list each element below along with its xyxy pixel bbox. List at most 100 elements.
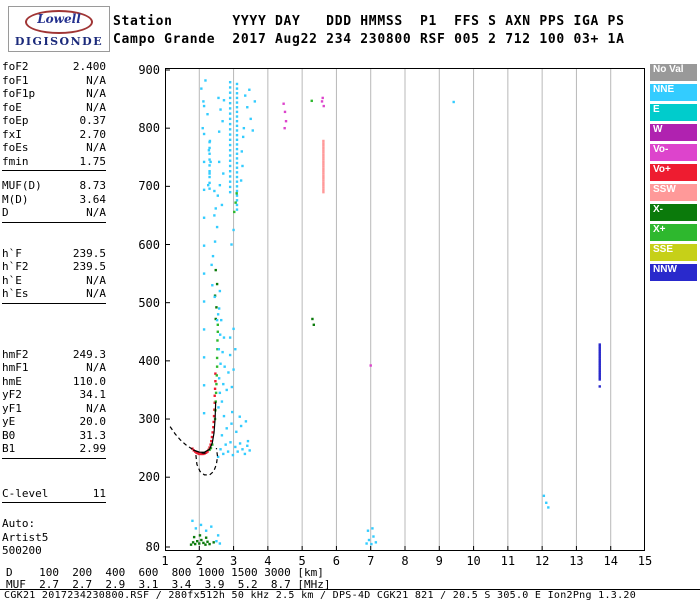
echo-dot xyxy=(224,443,227,446)
echo-dot xyxy=(231,453,235,457)
y-tick-label: 700 xyxy=(138,179,160,194)
echo-dot xyxy=(208,542,211,546)
echo-dot xyxy=(235,192,238,195)
echo-column-dot xyxy=(235,143,239,146)
echo-column-dot xyxy=(235,82,239,86)
param-yf2: yF2 34.1 xyxy=(2,388,106,402)
param-value: 11 xyxy=(92,486,106,500)
legend-item-e: E xyxy=(650,104,697,121)
echo-column-dot xyxy=(228,185,232,189)
echo-dot xyxy=(208,446,211,449)
echo-column-dot xyxy=(228,138,232,142)
y-tick-label: 800 xyxy=(138,121,160,136)
echo-column-dot xyxy=(598,376,601,379)
echo-dot xyxy=(234,445,237,449)
echo-dot xyxy=(312,323,315,326)
param-group-3: hmF2 249.3 hmF1 N/A hmE 110.0 yF2 34.1 yF1 N/A yE 2… xyxy=(2,348,106,459)
echo-column-dot xyxy=(228,128,232,131)
echo-dot xyxy=(207,149,211,152)
echo-column-dot xyxy=(228,149,232,152)
echo-column-dot xyxy=(235,171,239,174)
echo-dot xyxy=(218,391,222,395)
echo-dot xyxy=(225,388,228,392)
param-fof1p: foF1p N/A xyxy=(2,87,106,101)
param-divider xyxy=(2,221,106,223)
echo-dot xyxy=(218,289,222,293)
param-label: C-level xyxy=(2,486,49,500)
echo-dot xyxy=(219,362,222,365)
param-label: D xyxy=(2,206,9,219)
param-c-level: C-level 11 xyxy=(2,487,106,501)
echo-dot xyxy=(253,100,257,103)
direction-legend: No Val NNE E W Vo- Vo+ SSW X- X+ SSE NNW xyxy=(650,64,697,284)
echo-column-dot xyxy=(228,133,232,136)
echo-dot xyxy=(210,263,213,267)
echo-dot xyxy=(213,295,216,299)
echo-dot xyxy=(228,336,232,339)
echo-dot xyxy=(246,439,250,443)
echo-dot xyxy=(216,323,219,326)
echo-column-dot xyxy=(598,345,601,348)
echo-dot xyxy=(211,254,215,258)
echo-dot xyxy=(201,126,204,130)
legend-item-nnw: NNW xyxy=(650,264,697,281)
echo-column-dot xyxy=(598,367,601,371)
echo-dot xyxy=(311,317,314,321)
echo-dot xyxy=(238,415,241,418)
x-tick-label: 11 xyxy=(500,554,516,568)
param-foep: foEp 0.37 xyxy=(2,114,106,128)
param-group-0: foF2 2.400 foF1 N/A foF1p N/A foE N/A foEp 0.37 fx… xyxy=(2,60,106,171)
echo-column-dot xyxy=(322,149,325,152)
echo-dot xyxy=(545,501,548,504)
echo-dot xyxy=(223,365,226,368)
echo-dot xyxy=(207,183,210,187)
echo-dot xyxy=(196,452,200,455)
echo-dot xyxy=(371,527,374,530)
param-h-e: h`E N/A xyxy=(2,274,106,288)
echo-dot xyxy=(208,172,211,175)
echo-column-dot xyxy=(322,181,325,185)
echo-dot xyxy=(243,452,247,456)
echo-column-dot xyxy=(598,359,601,362)
param-label: fmin xyxy=(2,154,29,168)
echo-dot xyxy=(230,422,233,425)
echo-dot xyxy=(192,535,196,539)
echo-dot xyxy=(234,348,237,351)
param-label: h`F xyxy=(2,246,22,260)
echo-column-dot xyxy=(228,101,232,105)
echo-column-dot xyxy=(202,188,206,192)
param-value: 239.5 xyxy=(72,246,106,260)
echo-dot xyxy=(202,452,205,456)
echo-dot xyxy=(217,160,221,164)
echo-dot xyxy=(221,119,224,123)
echo-dot xyxy=(213,214,216,217)
echo-dot xyxy=(244,420,248,423)
echo-dot xyxy=(220,400,224,403)
echo-dot xyxy=(367,538,371,542)
echo-column-dot xyxy=(322,156,325,159)
echo-column-dot xyxy=(598,378,601,381)
echo-dot xyxy=(238,442,242,445)
echo-dot xyxy=(215,318,219,322)
echo-column-dot xyxy=(235,199,239,202)
x-tick-label: 4 xyxy=(264,554,272,568)
echo-column-dot xyxy=(202,216,206,219)
param-label: foEp xyxy=(2,114,29,127)
echo-column-dot xyxy=(235,119,239,123)
echo-dot xyxy=(370,542,373,546)
echo-dot xyxy=(217,96,220,100)
y-tick-label: 400 xyxy=(138,353,160,368)
echo-dot xyxy=(216,194,219,197)
x-tick-label: 3 xyxy=(229,554,238,568)
x-tick-label: 14 xyxy=(603,554,618,568)
echo-column-dot xyxy=(202,300,206,303)
echo-column-dot xyxy=(322,151,325,154)
echo-column-dot xyxy=(228,117,232,121)
param-label: foF1 xyxy=(2,73,29,87)
param-value: N/A xyxy=(86,361,106,374)
echo-column-dot xyxy=(228,112,232,115)
echo-dot xyxy=(209,443,212,446)
echo-column-dot xyxy=(598,343,601,346)
ionogram-plot xyxy=(165,68,645,551)
